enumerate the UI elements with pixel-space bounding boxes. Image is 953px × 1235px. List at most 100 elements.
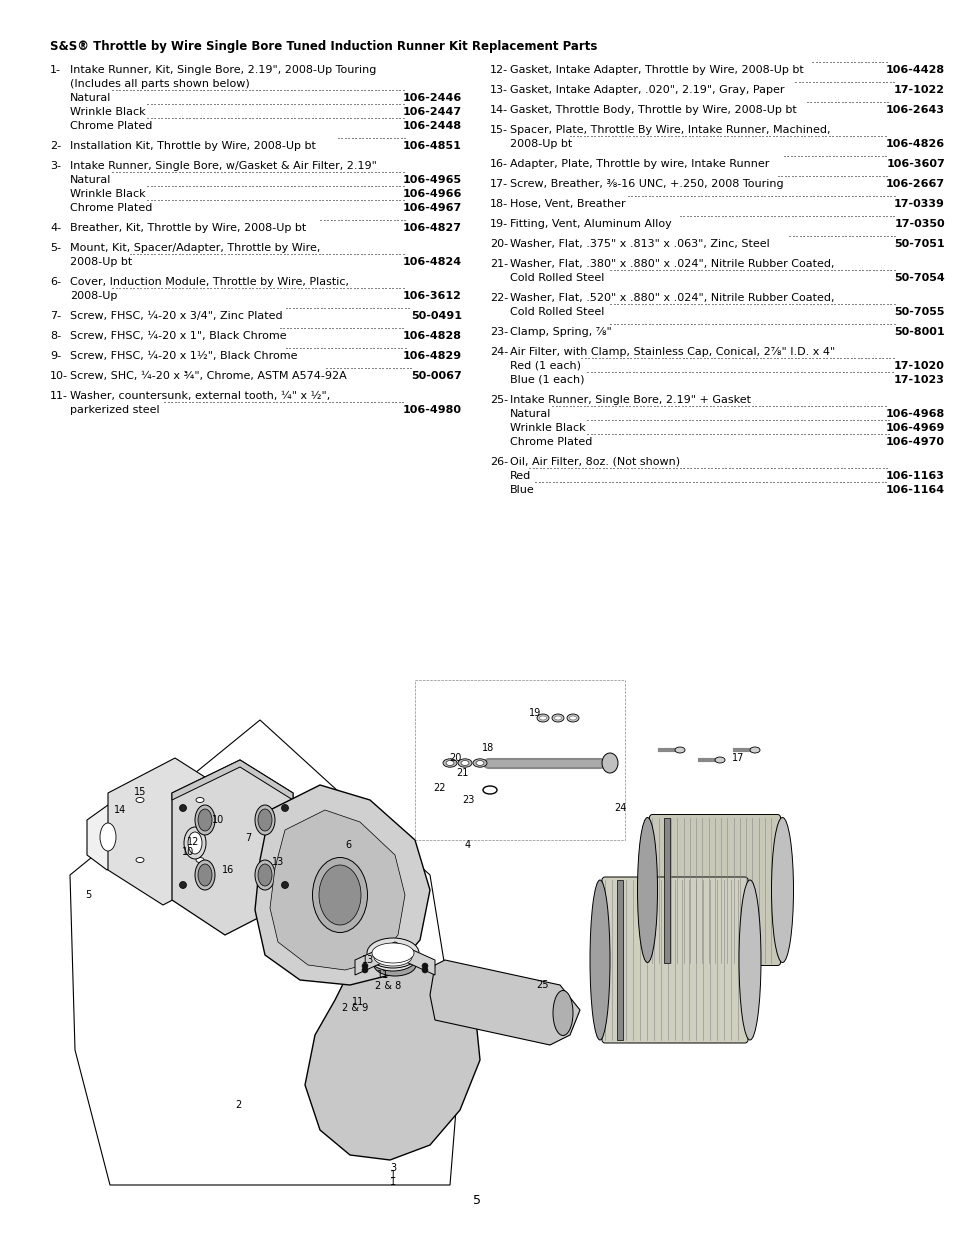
Ellipse shape	[460, 761, 469, 766]
Text: Breather, Kit, Throttle by Wire, 2008-Up bt: Breather, Kit, Throttle by Wire, 2008-Up…	[70, 224, 306, 233]
Text: 1: 1	[390, 1170, 395, 1179]
Text: Wrinkle Black: Wrinkle Black	[510, 424, 585, 433]
Text: 4-: 4-	[50, 224, 61, 233]
Text: 17-0339: 17-0339	[893, 199, 944, 209]
Text: parkerized steel: parkerized steel	[70, 405, 159, 415]
Ellipse shape	[367, 939, 418, 968]
Text: Blue (1 each): Blue (1 each)	[510, 375, 584, 385]
Text: 2008-Up bt: 2008-Up bt	[510, 140, 572, 149]
Text: 17-1022: 17-1022	[893, 85, 944, 95]
Text: S&S® Throttle by Wire Single Bore Tuned Induction Runner Kit Replacement Parts: S&S® Throttle by Wire Single Bore Tuned …	[50, 40, 597, 53]
Ellipse shape	[446, 761, 454, 766]
Text: 10: 10	[182, 847, 193, 857]
Ellipse shape	[637, 818, 657, 962]
Text: 2008-Up bt: 2008-Up bt	[70, 257, 132, 267]
Text: Red (1 each): Red (1 each)	[510, 361, 580, 370]
Text: 15: 15	[133, 787, 146, 797]
Text: 106-4968: 106-4968	[884, 409, 944, 419]
Polygon shape	[87, 805, 128, 869]
Text: 5: 5	[473, 1194, 480, 1207]
Ellipse shape	[257, 864, 272, 885]
Text: Adapter, Plate, Throttle by wire, Intake Runner: Adapter, Plate, Throttle by wire, Intake…	[510, 159, 768, 169]
Text: Wrinkle Black: Wrinkle Black	[70, 107, 146, 117]
Text: 106-1164: 106-1164	[885, 485, 944, 495]
Ellipse shape	[771, 818, 793, 962]
Text: 21: 21	[456, 768, 468, 778]
Ellipse shape	[566, 714, 578, 722]
Text: 106-2667: 106-2667	[885, 179, 944, 189]
FancyBboxPatch shape	[649, 815, 780, 966]
Text: 13-: 13-	[490, 85, 507, 95]
Text: Chrome Plated: Chrome Plated	[70, 203, 152, 212]
Text: 3-: 3-	[50, 161, 61, 170]
Text: 11: 11	[352, 997, 364, 1007]
Text: 106-4967: 106-4967	[402, 203, 461, 212]
Text: Intake Runner, Kit, Single Bore, 2.19", 2008-Up Touring: Intake Runner, Kit, Single Bore, 2.19", …	[70, 65, 376, 75]
Text: 19-: 19-	[490, 219, 508, 228]
Bar	[664, 818, 670, 962]
Text: 2 & 8: 2 & 8	[375, 981, 400, 990]
Ellipse shape	[601, 753, 618, 773]
Text: 13: 13	[361, 955, 374, 965]
Text: 1: 1	[390, 1177, 395, 1187]
Text: 106-2643: 106-2643	[885, 105, 944, 115]
Polygon shape	[172, 760, 293, 935]
Ellipse shape	[254, 805, 274, 835]
Text: 106-4829: 106-4829	[402, 351, 461, 361]
Text: Clamp, Spring, ⅞": Clamp, Spring, ⅞"	[510, 327, 611, 337]
Ellipse shape	[749, 747, 760, 753]
Ellipse shape	[198, 809, 212, 831]
Text: Intake Runner, Single Bore, w/Gasket & Air Filter, 2.19": Intake Runner, Single Bore, w/Gasket & A…	[70, 161, 376, 170]
Text: 26-: 26-	[490, 457, 508, 467]
Ellipse shape	[195, 857, 204, 862]
Text: 12-: 12-	[490, 65, 508, 75]
Text: 17: 17	[731, 753, 743, 763]
Text: 106-4827: 106-4827	[402, 224, 461, 233]
Text: 106-4828: 106-4828	[402, 331, 461, 341]
Text: 4: 4	[464, 840, 471, 850]
Text: 50-0491: 50-0491	[411, 311, 461, 321]
Ellipse shape	[374, 948, 412, 966]
Text: Washer, Flat, .375" x .813" x .063", Zinc, Steel: Washer, Flat, .375" x .813" x .063", Zin…	[510, 240, 769, 249]
Text: Chrome Plated: Chrome Plated	[510, 437, 592, 447]
Text: Screw, SHC, ¼-20 x ¾", Chrome, ASTM A574-92A: Screw, SHC, ¼-20 x ¾", Chrome, ASTM A574…	[70, 370, 346, 382]
Circle shape	[361, 967, 368, 973]
Text: Washer, Flat, .520" x .880" x .024", Nitrile Rubber Coated,: Washer, Flat, .520" x .880" x .024", Nit…	[510, 293, 834, 303]
Text: 5: 5	[85, 890, 91, 900]
Text: 6-: 6-	[50, 277, 61, 287]
Text: 2008-Up: 2008-Up	[70, 291, 117, 301]
Text: Blue: Blue	[510, 485, 535, 495]
Text: 10-: 10-	[50, 370, 68, 382]
Text: Chrome Plated: Chrome Plated	[70, 121, 152, 131]
Text: 6: 6	[345, 840, 351, 850]
Text: 11-: 11-	[50, 391, 68, 401]
Text: Fitting, Vent, Aluminum Alloy: Fitting, Vent, Aluminum Alloy	[510, 219, 671, 228]
Text: Washer, countersunk, external tooth, ¼" x ½",: Washer, countersunk, external tooth, ¼" …	[70, 391, 330, 401]
Text: Cover, Induction Module, Throttle by Wire, Plastic,: Cover, Induction Module, Throttle by Wir…	[70, 277, 349, 287]
Text: 2 & 9: 2 & 9	[341, 1003, 368, 1013]
Text: 14: 14	[113, 805, 126, 815]
Text: 106-4428: 106-4428	[885, 65, 944, 75]
Text: 5-: 5-	[50, 243, 61, 253]
Text: Screw, Breather, ⅜-16 UNC, +.250, 2008 Touring: Screw, Breather, ⅜-16 UNC, +.250, 2008 T…	[510, 179, 782, 189]
Ellipse shape	[318, 864, 360, 925]
Text: 23-: 23-	[490, 327, 508, 337]
Ellipse shape	[281, 804, 288, 811]
Ellipse shape	[281, 882, 288, 888]
Ellipse shape	[539, 716, 546, 720]
Text: Air Filter, with Clamp, Stainless Cap, Conical, 2⅞" I.D. x 4": Air Filter, with Clamp, Stainless Cap, C…	[510, 347, 835, 357]
Ellipse shape	[257, 809, 272, 831]
Text: 17-1020: 17-1020	[893, 361, 944, 370]
Text: 12: 12	[187, 837, 199, 847]
Text: 18: 18	[481, 743, 494, 753]
Text: 106-4851: 106-4851	[403, 141, 461, 151]
Ellipse shape	[552, 714, 563, 722]
Text: Installation Kit, Throttle by Wire, 2008-Up bt: Installation Kit, Throttle by Wire, 2008…	[70, 141, 315, 151]
Text: 24-: 24-	[490, 347, 508, 357]
Text: 106-4824: 106-4824	[402, 257, 461, 267]
Text: Natural: Natural	[510, 409, 551, 419]
Text: 106-3612: 106-3612	[403, 291, 461, 301]
Text: Cold Rolled Steel: Cold Rolled Steel	[510, 273, 604, 283]
Text: Washer, Flat, .380" x .880" x .024", Nitrile Rubber Coated,: Washer, Flat, .380" x .880" x .024", Nit…	[510, 259, 834, 269]
Ellipse shape	[136, 857, 144, 862]
